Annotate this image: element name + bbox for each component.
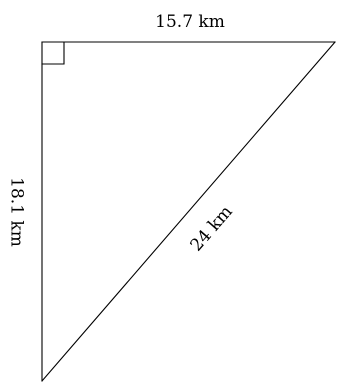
right-angle-marker bbox=[41, 41, 65, 65]
left-side-label: 18.1 km bbox=[7, 177, 27, 247]
hypotenuse-side bbox=[41, 41, 336, 382]
top-side-label: 15.7 km bbox=[155, 12, 225, 32]
hypotenuse-label: 24 km bbox=[187, 202, 237, 255]
